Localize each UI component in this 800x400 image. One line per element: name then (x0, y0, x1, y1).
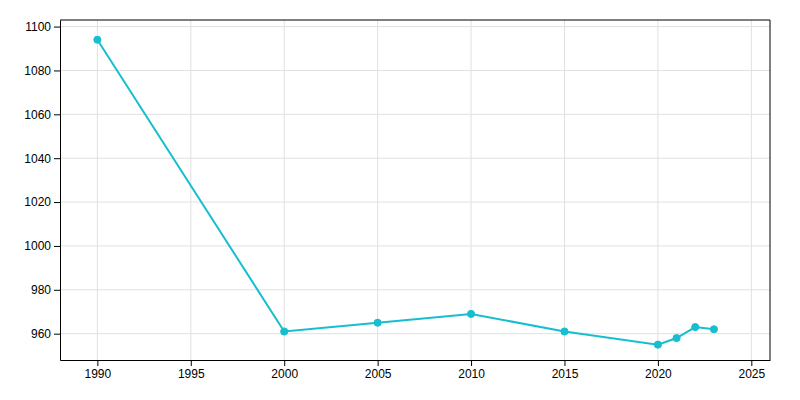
x-axis-tick: 2015 (552, 360, 579, 381)
x-grid-line (751, 20, 752, 360)
x-axis-tick: 2010 (458, 360, 485, 381)
y-axis-tick-label: 1020 (24, 195, 51, 209)
x-axis-tick-label: 1995 (178, 367, 205, 381)
x-axis-tick: 2000 (271, 360, 298, 381)
y-axis-tick: 1080 (24, 64, 60, 78)
y-axis-tick-label: 1060 (24, 108, 51, 122)
y-axis-tick-mark (54, 290, 60, 291)
y-grid-line (60, 289, 770, 290)
y-axis-tick-label: 1040 (24, 152, 51, 166)
y-grid-line (60, 26, 770, 27)
point (561, 328, 568, 335)
y-axis-tick: 1040 (24, 152, 60, 166)
y-axis-tick: 960 (31, 327, 60, 341)
frame-top (60, 20, 770, 21)
point (467, 310, 474, 317)
chart: 1990 1995 2000 2005 2010 2015 2020 2025 960 980 10… (0, 0, 800, 400)
x-axis-tick-mark (658, 360, 659, 366)
y-grid-line (60, 245, 770, 246)
marks (94, 36, 718, 348)
y-axis: 960 980 1000 1020 1040 1060 1080 1100 (24, 20, 60, 361)
x-axis-tick-mark (564, 360, 565, 366)
x-axis-tick-label: 1990 (85, 367, 112, 381)
point (673, 334, 680, 341)
x-axis-tick-label: 2025 (738, 367, 765, 381)
y-axis-tick: 1000 (24, 239, 60, 253)
x-axis-tick-label: 2015 (552, 367, 579, 381)
point (281, 328, 288, 335)
x-axis-tick-mark (191, 360, 192, 366)
x-axis-tick: 1995 (178, 360, 205, 381)
y-axis-tick-label: 960 (31, 327, 51, 341)
y-axis-tick-label: 1100 (25, 20, 51, 34)
y-grid-line (60, 114, 770, 115)
x-grid-line (377, 20, 378, 360)
y-axis-tick-mark (54, 202, 60, 203)
x-grid-line (190, 20, 191, 360)
y-axis-tick: 1020 (24, 195, 60, 209)
y-axis-tick-label: 1080 (24, 64, 51, 78)
x-grid-line (97, 20, 98, 360)
x-grid-line (657, 20, 658, 360)
x-axis-tick-mark (471, 360, 472, 366)
y-axis-tick-label: 1000 (24, 239, 51, 253)
x-axis-tick-mark (284, 360, 285, 366)
y-grid-line (60, 158, 770, 159)
x-axis-tick-label: 2005 (365, 367, 392, 381)
x-axis-tick-mark (378, 360, 379, 366)
x-axis-tick-label: 2020 (645, 367, 672, 381)
x-axis-tick-label: 2010 (458, 367, 485, 381)
y-axis-line (60, 21, 61, 361)
point (654, 341, 661, 348)
y-grid-line (60, 333, 770, 334)
x-axis-tick: 2025 (738, 360, 765, 381)
x-axis-tick: 2005 (365, 360, 392, 381)
point (94, 36, 101, 43)
y-axis-tick: 1100 (25, 20, 60, 34)
x-grid-line (564, 20, 565, 360)
point (710, 326, 717, 333)
point (692, 324, 699, 331)
y-axis-tick-mark (54, 27, 60, 28)
point (374, 319, 381, 326)
x-axis-tick: 2020 (645, 360, 672, 381)
y-grid-line (60, 70, 770, 71)
x-axis-tick-mark (751, 360, 752, 366)
y-axis-tick-mark (54, 246, 60, 247)
y-axis-tick-label: 980 (31, 283, 51, 297)
grid (60, 20, 770, 360)
y-axis-tick-mark (54, 158, 60, 159)
frame-right (770, 20, 771, 360)
x-axis: 1990 1995 2000 2005 2010 2015 2020 2025 (61, 360, 771, 381)
y-axis-tick-mark (54, 70, 60, 71)
y-axis-tick: 980 (31, 283, 60, 297)
y-grid-line (60, 202, 770, 203)
x-grid-line (471, 20, 472, 360)
x-axis-tick: 1990 (85, 360, 112, 381)
x-axis-tick-mark (97, 360, 98, 366)
line (97, 40, 714, 345)
y-axis-tick-mark (54, 334, 60, 335)
x-axis-tick-label: 2000 (271, 367, 298, 381)
y-axis-tick-mark (54, 114, 60, 115)
plot: 1990 1995 2000 2005 2010 2015 2020 2025 960 980 10… (24, 20, 770, 381)
y-axis-tick: 1060 (24, 108, 60, 122)
x-axis-line (61, 360, 771, 361)
x-grid-line (284, 20, 285, 360)
